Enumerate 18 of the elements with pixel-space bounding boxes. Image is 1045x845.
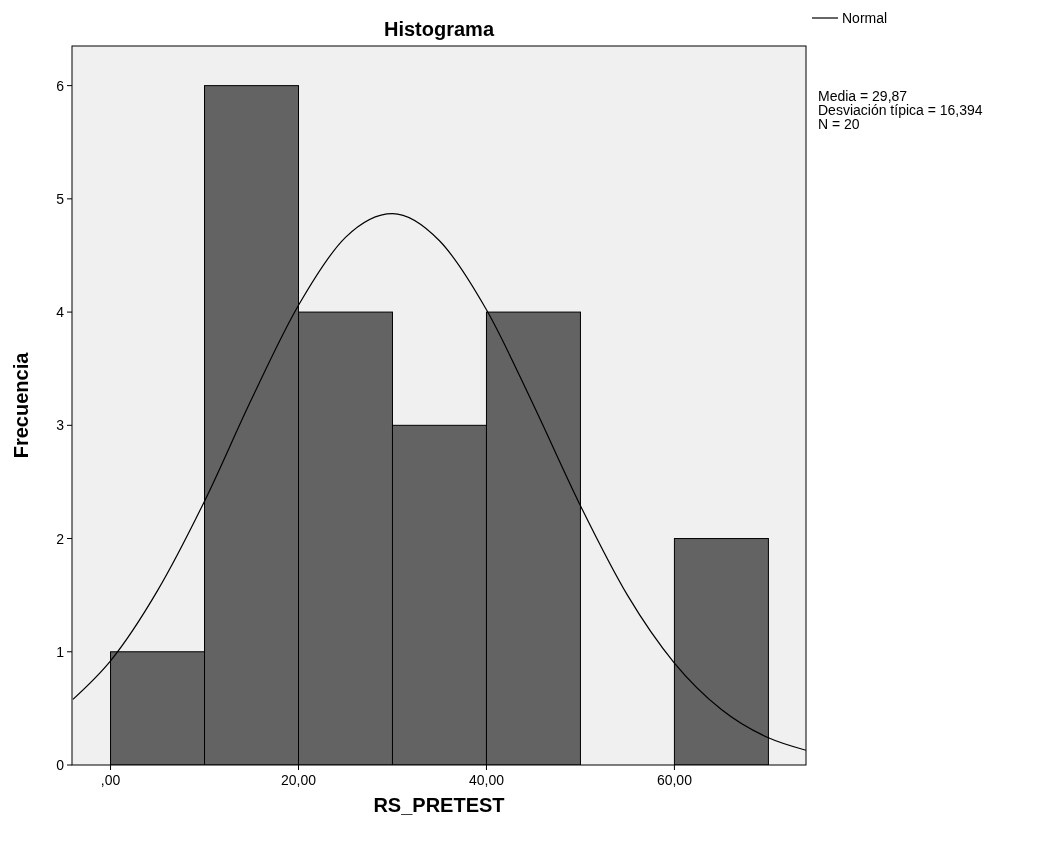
legend-label: Normal [842,10,888,26]
y-tick-label: 5 [56,190,65,207]
y-tick-label: 1 [56,643,65,660]
y-tick-label: 4 [56,304,65,321]
chart-title: Histograma [383,18,495,40]
y-tick-label: 0 [56,757,65,773]
x-tick-label: 20,00 [280,772,317,788]
text: Media = 29,87 [818,88,908,104]
x-tick-label: 40,00 [468,772,505,788]
y-axis-title: Frecuencia [10,351,32,459]
y-tick-label: 3 [56,417,65,434]
x-tick-label: ,00 [100,772,121,788]
x-tick-label: 60,00 [656,772,693,788]
x-axis-title: RS_PRETEST [373,794,505,816]
y-tick-label: 2 [56,530,65,547]
text: N = 20 [818,116,860,132]
text: Desviación típica = 16,394 [818,102,983,118]
y-tick-label: 6 [56,77,65,94]
